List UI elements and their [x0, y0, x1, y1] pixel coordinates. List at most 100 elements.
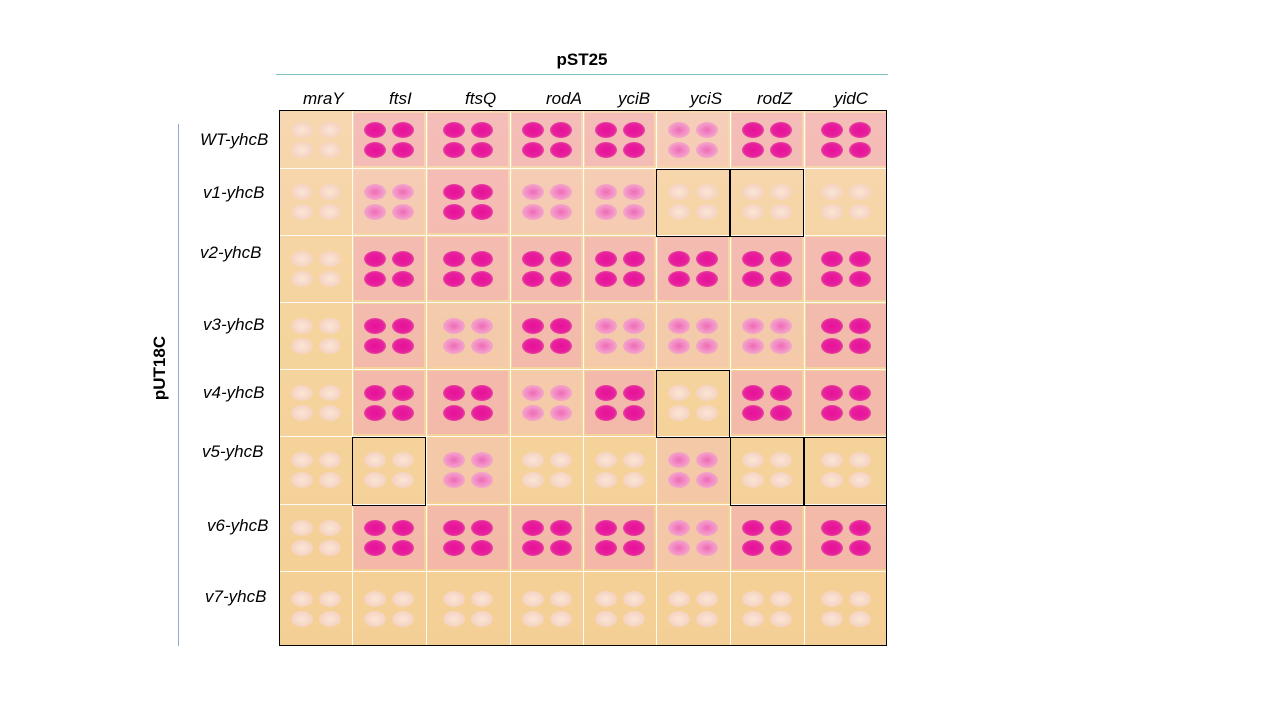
colony-spot: [668, 183, 690, 200]
row-label-v6-yhcb: v6-yhcB: [207, 516, 269, 535]
colony-spot: [471, 270, 493, 287]
colony-spot: [521, 270, 544, 287]
colony-spot: [364, 384, 386, 401]
colony-spot: [319, 404, 341, 421]
colony-spot: [849, 591, 871, 607]
colony-spot: [668, 317, 690, 334]
cell-tint: [658, 438, 728, 502]
colony-spot: [770, 611, 792, 627]
colony-spot: [742, 317, 764, 334]
colony-spot: [291, 452, 313, 468]
colony-spot: [668, 519, 690, 536]
colony-spot: [696, 183, 718, 200]
colony-spot: [849, 270, 871, 287]
cell-tint: [658, 304, 728, 367]
colony-spot: [594, 611, 617, 627]
colony-spot: [622, 591, 645, 607]
colony-spot: [821, 337, 843, 354]
colony-spot: [364, 452, 386, 468]
colony-spot: [319, 270, 341, 287]
colony-spot: [594, 183, 617, 200]
colony-spot: [392, 611, 414, 627]
colony-spot: [742, 611, 764, 627]
grid-line-horizontal: [280, 504, 886, 505]
colony-spot: [622, 121, 645, 138]
colony-spot: [821, 539, 843, 556]
cell-tint: [354, 371, 424, 434]
colony-spot: [471, 203, 493, 220]
colony-spot: [392, 539, 414, 556]
colony-spot: [364, 183, 386, 200]
colony-spot: [668, 270, 690, 287]
row-label-v5-yhcb: v5-yhcB: [202, 442, 264, 461]
colony-spot: [392, 404, 414, 421]
side-title: pUT18C: [150, 335, 169, 401]
colony-spot: [849, 384, 871, 401]
colony-spot: [594, 519, 617, 536]
cell-tint: [512, 237, 581, 300]
colony-spot: [443, 183, 465, 200]
colony-spot: [696, 317, 718, 334]
colony-spot: [668, 539, 690, 556]
colony-spot: [821, 183, 843, 200]
grid-line-vertical: [730, 111, 731, 645]
colony-spot: [364, 539, 386, 556]
highlight-box: [352, 437, 426, 506]
colony-spot: [622, 183, 645, 200]
colony-spot: [392, 317, 414, 334]
cell-tint: [354, 304, 424, 367]
colony-spot: [849, 121, 871, 138]
colony-spot: [291, 203, 313, 220]
colony-spot: [849, 519, 871, 536]
plate-image: [279, 110, 887, 646]
colony-spot: [668, 250, 690, 267]
cell-tint: [585, 506, 654, 569]
colony-spot: [443, 472, 465, 488]
colony-spot: [742, 203, 764, 220]
colony-spot: [622, 141, 645, 158]
grid-line-horizontal: [280, 302, 886, 303]
colony-spot: [392, 141, 414, 158]
colony-spot: [521, 539, 544, 556]
colony-spot: [549, 203, 572, 220]
colony-spot: [696, 452, 718, 468]
colony-spot: [622, 203, 645, 220]
colony-spot: [742, 250, 764, 267]
colony-spot: [364, 317, 386, 334]
highlight-box: [730, 169, 804, 237]
colony-spot: [742, 384, 764, 401]
colony-spot: [392, 183, 414, 200]
colony-spot: [549, 452, 572, 468]
colony-spot: [668, 203, 690, 220]
colony-spot: [742, 539, 764, 556]
colony-spot: [471, 317, 493, 334]
colony-spot: [622, 384, 645, 401]
row-label-v7-yhcb: v7-yhcB: [205, 587, 267, 606]
column-label-yciS: yciS: [690, 89, 723, 108]
colony-spot: [319, 452, 341, 468]
grid-line-horizontal: [280, 168, 886, 169]
row-label-v1-yhcb: v1-yhcB: [203, 183, 265, 202]
colony-spot: [622, 337, 645, 354]
colony-spot: [443, 404, 465, 421]
cell-tint: [428, 438, 508, 502]
column-label-rodA: rodA: [546, 89, 582, 108]
grid-line-vertical: [352, 111, 353, 645]
colony-spot: [770, 452, 792, 468]
colony-spot: [622, 270, 645, 287]
colony-spot: [521, 317, 544, 334]
colony-spot: [392, 591, 414, 607]
colony-spot: [471, 141, 493, 158]
colony-spot: [319, 591, 341, 607]
cell-tint: [658, 113, 728, 166]
colony-spot: [443, 611, 465, 627]
colony-spot: [622, 539, 645, 556]
colony-spot: [622, 452, 645, 468]
cell-tint: [354, 170, 424, 233]
colony-spot: [291, 611, 313, 627]
colony-spot: [521, 452, 544, 468]
colony-spot: [696, 250, 718, 267]
colony-spot: [770, 250, 792, 267]
colony-spot: [594, 121, 617, 138]
cell-tint: [585, 237, 654, 300]
